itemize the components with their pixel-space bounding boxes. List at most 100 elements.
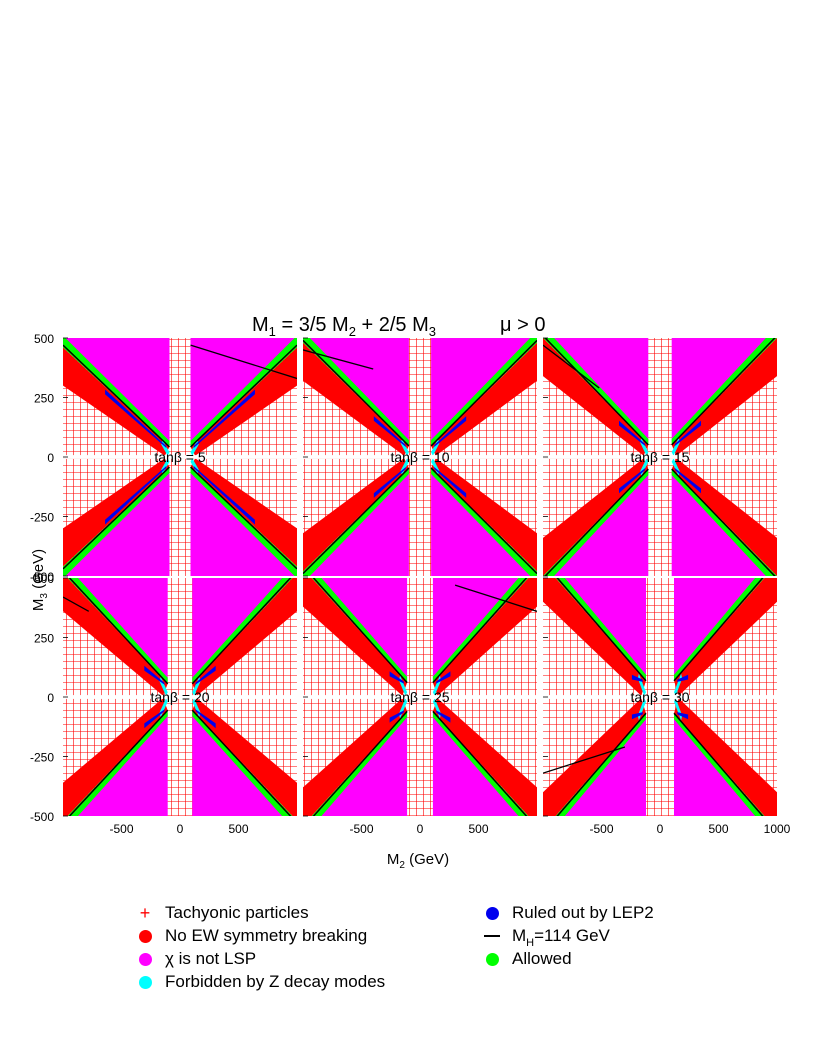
no-ewsb-region <box>543 578 646 696</box>
legend-item-not-lsp: χ is not LSP <box>125 949 256 969</box>
lep2-region <box>105 389 167 449</box>
panel-content <box>303 338 537 576</box>
not-lsp-region <box>543 578 646 679</box>
boundary-line <box>556 578 647 682</box>
boundary-line <box>671 468 776 576</box>
boundary-line <box>432 578 528 684</box>
legend-label: Ruled out by LEP2 <box>512 903 654 922</box>
lep2-region <box>195 665 216 685</box>
lep2-region <box>373 466 406 498</box>
legend-item-lep2: Ruled out by LEP2 <box>472 903 654 923</box>
magenta-dot-icon <box>125 952 165 966</box>
legend-item-z-decay: Forbidden by Z decay modes <box>125 972 385 992</box>
boundary-line <box>191 578 292 685</box>
no-ewsb-region <box>303 698 408 816</box>
mu-condition: μ > 0 <box>500 314 545 336</box>
red-dot-icon <box>125 929 165 943</box>
lep2-region <box>434 466 467 498</box>
boundary-line <box>673 578 764 682</box>
panel: tanβ = 30 <box>543 577 777 817</box>
zero-gap <box>543 695 777 699</box>
lep2-region <box>435 671 451 684</box>
legend-label: MH=114 GeV <box>512 926 610 949</box>
lep2-region <box>677 674 689 682</box>
not-lsp-region <box>543 338 649 443</box>
higgs-114-line <box>303 349 374 370</box>
blue-dot-icon <box>472 906 512 920</box>
y-tick-label: 250 <box>34 632 54 646</box>
no-ewsb-region <box>303 578 408 696</box>
not-lsp-region <box>432 713 537 816</box>
not-lsp-region <box>671 338 777 443</box>
chart-title: M1 = 3/5 M2 + 2/5 M3 <box>252 314 436 339</box>
lep2-region <box>677 712 689 720</box>
legend-label: Forbidden by Z decay modes <box>165 972 386 991</box>
y-tick-label: -250 <box>30 751 54 765</box>
lep2-region <box>193 465 255 525</box>
x-tick-label: 500 <box>228 822 248 836</box>
panel-label: tanβ = 30 <box>630 689 689 705</box>
not-lsp-region <box>63 712 168 816</box>
panel: tanβ = 25 <box>303 577 537 817</box>
y-tick-label: 500 <box>34 572 54 586</box>
not-lsp-region <box>432 578 537 681</box>
not-lsp-region <box>192 578 297 682</box>
legend-item-tachyonic: + Tachyonic particles <box>125 903 309 923</box>
panel-content <box>543 578 777 816</box>
y-tick-label: 0 <box>47 451 54 465</box>
x-tick-label: 0 <box>177 822 184 836</box>
legend-item-allowed: Allowed <box>472 949 572 969</box>
legend-item-no-ewsb: No EW symmetry breaking <box>125 926 367 946</box>
boundary-line <box>190 344 297 448</box>
higgs-114-line <box>543 344 600 389</box>
lep2-region <box>389 710 405 723</box>
green-dot-icon <box>472 952 512 966</box>
not-lsp-region <box>192 712 297 816</box>
y-axis-label: M3 (GeV) <box>30 549 50 611</box>
no-ewsb-region <box>432 698 537 816</box>
higgs-114-line <box>543 746 626 774</box>
x-tick-label: -500 <box>589 822 613 836</box>
legend-item-higgs: MH=114 GeV <box>472 926 610 949</box>
panel: tanβ = 10 <box>303 337 537 577</box>
boundary-line <box>312 578 408 684</box>
lep2-region <box>674 420 701 447</box>
y-tick-label: -500 <box>30 570 54 584</box>
allowed-region <box>63 467 170 576</box>
lep2-region <box>144 709 165 729</box>
no-ewsb-region <box>192 698 297 816</box>
no-ewsb-region <box>63 578 168 696</box>
no-ewsb-region <box>192 578 297 696</box>
lep2-region <box>105 465 167 525</box>
x-tick-labels: -500 0 500 -500 0 500 -500 0 500 1000 <box>109 822 790 836</box>
lep2-region <box>631 712 643 720</box>
lep2-region <box>619 420 646 447</box>
lep2-region <box>195 709 216 729</box>
legend-label: χ is not LSP <box>165 949 257 968</box>
plus-icon: + <box>139 902 151 923</box>
boundary-line <box>303 467 410 575</box>
zero-gap <box>63 455 297 459</box>
y-tick-label: -500 <box>30 810 54 824</box>
not-lsp-region <box>674 715 777 816</box>
boundary-line <box>430 467 537 575</box>
no-ewsb-region <box>63 698 168 816</box>
boundary-line <box>191 709 292 816</box>
panel-grid: tanβ = 5 tanβ = 10 tanβ = 15 tanβ = 20 tanβ … <box>63 337 777 817</box>
x-tick-label: 500 <box>708 822 728 836</box>
boundary-line <box>671 338 776 446</box>
not-lsp-region <box>63 578 168 682</box>
cyan-dot-icon <box>125 975 165 989</box>
panel-content <box>63 338 297 576</box>
zero-gap <box>303 695 537 699</box>
y-tick-label: 500 <box>34 332 54 346</box>
boundary-line <box>673 712 764 816</box>
not-lsp-region <box>671 471 777 576</box>
allowed-region <box>190 338 297 447</box>
lep2-region <box>373 416 406 448</box>
legend-label: Allowed <box>512 949 572 968</box>
boundary-line <box>190 466 297 570</box>
boundary-line <box>312 710 408 816</box>
panel-label: tanβ = 5 <box>154 449 205 465</box>
